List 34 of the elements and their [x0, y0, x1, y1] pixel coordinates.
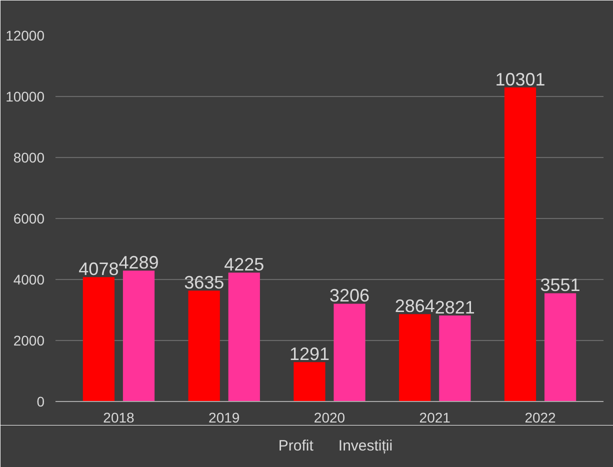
- data-label: 2864: [394, 296, 435, 316]
- y-tick-label: 4000: [13, 272, 45, 288]
- data-label: 4225: [224, 254, 264, 275]
- data-label: 1291: [289, 344, 330, 364]
- data-label: 3206: [330, 286, 370, 306]
- bar: [294, 362, 326, 402]
- y-tick-label: 0: [36, 394, 45, 410]
- x-tick-label: 2020: [314, 410, 346, 426]
- bar: [544, 293, 576, 402]
- bar: [188, 290, 220, 402]
- y-tick-label: 12000: [6, 28, 45, 44]
- data-label: 4078: [78, 259, 119, 280]
- x-tick-label: 2018: [103, 410, 135, 426]
- bar: [504, 87, 536, 402]
- data-label: 3551: [540, 275, 580, 296]
- text: Profit: [278, 438, 314, 454]
- data-label: 3635: [184, 272, 224, 293]
- x-tick-label: 2022: [524, 410, 556, 426]
- data-label: 10301: [495, 69, 546, 90]
- y-tick-label: 6000: [13, 210, 45, 226]
- x-tick-label: 2021: [419, 410, 451, 426]
- bar: [122, 270, 155, 402]
- y-tick-label: 8000: [13, 150, 45, 166]
- bar: [334, 304, 366, 402]
- y-tick-label: 2000: [13, 332, 45, 348]
- bar: [399, 314, 431, 402]
- data-label: 4289: [118, 252, 159, 273]
- bar: [82, 277, 115, 402]
- x-tick-label: 2019: [208, 410, 240, 426]
- bar: [228, 272, 260, 402]
- bar: [439, 315, 471, 402]
- text: Investiții: [338, 438, 393, 454]
- data-label: 2821: [434, 297, 475, 318]
- y-tick-label: 10000: [6, 88, 45, 104]
